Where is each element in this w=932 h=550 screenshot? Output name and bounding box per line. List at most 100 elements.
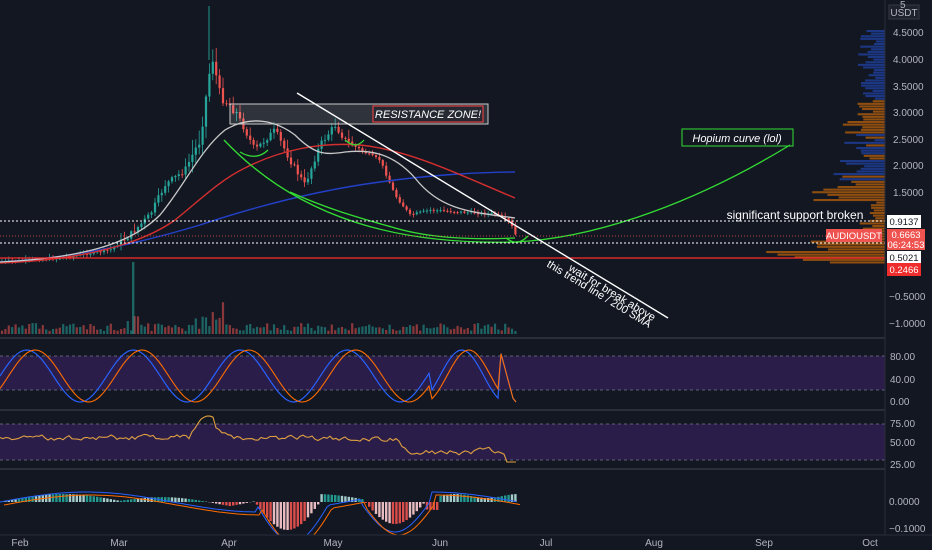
price-tick: −0.5000 [889, 292, 926, 303]
shoulder-mark-right [344, 139, 365, 146]
candle-body [170, 177, 174, 182]
volume-bar [449, 329, 452, 334]
candle-body [48, 257, 51, 260]
support-price-tag [887, 215, 921, 228]
volume-bar [55, 328, 58, 334]
candle-body [225, 103, 228, 105]
candle-body [167, 181, 170, 187]
candle-body [381, 160, 384, 166]
candle-body [300, 174, 303, 178]
volume-bar [296, 326, 299, 334]
currency-label: USDT [890, 8, 917, 19]
volume-profile-bar [859, 222, 885, 225]
price-axis[interactable]: USDT 5 4.5000 4.0000 3.5000 3.0000 2.500… [826, 0, 932, 535]
volume-profile-bar [871, 206, 885, 209]
volume-bar [92, 325, 95, 334]
volume-bar [466, 327, 469, 334]
candle-body [453, 212, 456, 214]
macd-bar [402, 502, 405, 523]
resistance-zone-box[interactable] [229, 103, 489, 125]
macd-bar [126, 499, 129, 502]
macd-bar [310, 502, 313, 514]
volume-bar [130, 330, 133, 334]
macd-bar [198, 500, 201, 502]
time-axis[interactable]: Feb Mar Apr May Jun Jul Aug Sep Oct [0, 534, 932, 550]
candle-body [235, 112, 238, 114]
candle-body [378, 157, 381, 161]
macd-bar [361, 499, 364, 502]
candle-body [422, 210, 425, 212]
volume-bar [116, 330, 119, 334]
candle-body [402, 202, 405, 207]
macd-bar [340, 495, 344, 502]
candle-body [374, 155, 378, 158]
volume-profile-bar [874, 139, 885, 142]
volume-bar [266, 323, 269, 334]
volume-bar [48, 330, 51, 334]
candle-body [201, 126, 204, 145]
candle-body [160, 192, 163, 196]
rsi-line [0, 415, 516, 463]
volume-bar [24, 328, 27, 334]
macd-bar [181, 498, 184, 502]
volume-bar [334, 330, 337, 334]
macd-line [0, 491, 517, 543]
volume-bar [45, 329, 48, 334]
candle-body [456, 212, 459, 214]
candle-body [181, 174, 184, 176]
macd-bar [7, 500, 10, 502]
volume-bar [388, 324, 391, 334]
candle-body [218, 75, 221, 89]
stoch-k-line [0, 349, 517, 403]
volume-bar [41, 325, 44, 334]
symbol-tag [826, 229, 882, 242]
candle-body [330, 127, 333, 135]
candle-body [439, 210, 442, 212]
volume-bar [330, 324, 333, 334]
macd-bar [259, 502, 262, 510]
volume-bar [354, 328, 357, 334]
volume-bar [136, 316, 140, 334]
volume-profile-bar [860, 128, 885, 131]
volume-bar [89, 323, 92, 334]
candle-body [184, 166, 187, 175]
macd-bar [21, 497, 24, 502]
macd-bar [334, 495, 337, 502]
candle-body [361, 148, 364, 152]
candle-body [459, 211, 463, 213]
volume-bar [507, 327, 510, 334]
currency-badge[interactable] [888, 4, 920, 20]
macd-bar [194, 499, 197, 502]
candle-body [388, 175, 391, 183]
candle-body [395, 189, 398, 198]
volume-bar [204, 317, 208, 334]
macd-bar [323, 494, 327, 502]
candle-body [58, 258, 61, 260]
volume-bar [38, 328, 41, 334]
volume-bar [497, 329, 500, 334]
volume-bar [68, 324, 72, 334]
candle-body [371, 153, 374, 156]
volume-profile-bar [871, 32, 885, 35]
volume-bar [82, 325, 85, 334]
macd-bar [493, 497, 497, 502]
macd-bar [514, 494, 517, 502]
macd-bar [381, 502, 384, 520]
down-trend-line[interactable] [296, 92, 669, 319]
candle-body [147, 214, 150, 219]
candle-body [408, 209, 412, 214]
volume-profile-bar [862, 108, 885, 111]
candle-body [109, 249, 112, 251]
volume-profile-bar [871, 48, 885, 51]
volume-bar [0, 330, 4, 334]
red-level-tag-text: 0.2466 [889, 265, 918, 276]
candle-body [150, 212, 153, 215]
volume-bar [191, 325, 194, 334]
volume-bar [119, 328, 123, 334]
volume-bar [102, 330, 106, 334]
volume-profile-bar [794, 256, 885, 259]
volume-bar [150, 330, 153, 334]
volume-profile-bar [872, 225, 885, 228]
hopium-label: Hopium curve (lol) [692, 133, 782, 145]
